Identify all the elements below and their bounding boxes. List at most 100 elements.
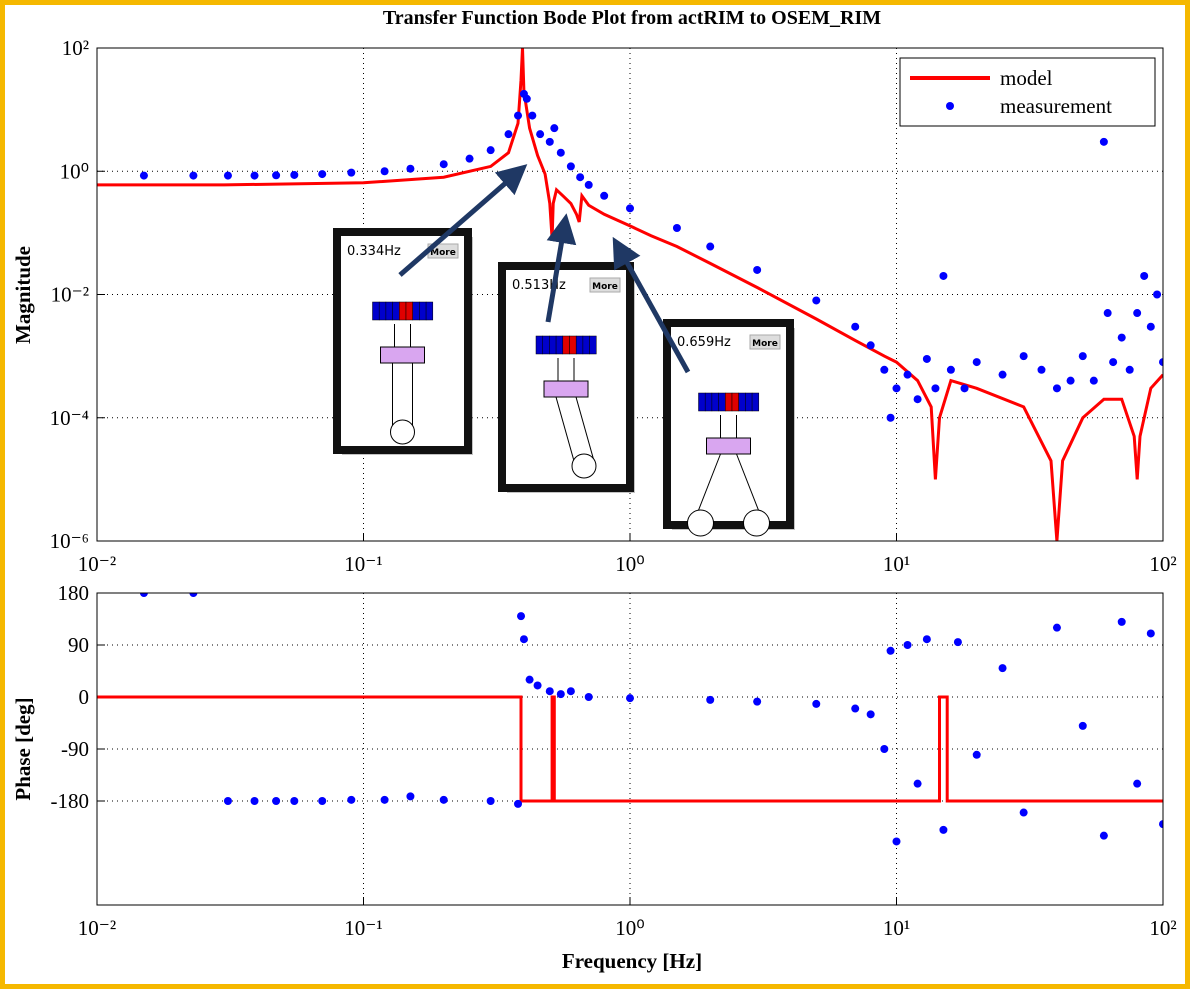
measurement-point	[1125, 365, 1134, 374]
measurement-point	[1159, 358, 1163, 367]
rod	[555, 396, 575, 462]
measurement-point	[1089, 376, 1098, 385]
measurement-point	[272, 797, 281, 805]
x-tick-label: 10⁻²	[78, 916, 116, 940]
magnet-stripe	[405, 301, 413, 321]
measurement-point	[556, 690, 565, 699]
measurement-point	[1052, 623, 1061, 632]
measurement-point	[514, 111, 523, 120]
measurement-point	[380, 167, 389, 176]
measurement-point	[931, 384, 940, 393]
magnet-stripe	[378, 301, 387, 321]
measurement-point	[886, 646, 895, 655]
measurement-point	[812, 699, 821, 708]
measurement-point	[318, 797, 327, 805]
magnet-stripe	[372, 301, 380, 321]
axes-box	[96, 592, 1164, 906]
magnet-stripe	[399, 301, 407, 321]
measurement-point	[892, 837, 901, 846]
measurement-point	[866, 341, 875, 350]
measurement-point	[504, 130, 513, 139]
legend-label: model	[1000, 66, 1053, 90]
measurement-point	[939, 271, 948, 280]
x-tick-label: 10⁰	[615, 916, 644, 940]
x-tick-label: 10¹	[883, 916, 910, 940]
y-tick-label: -90	[61, 737, 89, 761]
measurement-point	[1140, 271, 1149, 280]
measurement-point	[1133, 309, 1142, 318]
mode-inset: 0.334Hz More	[333, 228, 473, 455]
measurement-point	[1052, 384, 1061, 393]
x-tick-label: 10²	[1149, 552, 1176, 576]
measurement-point	[851, 704, 860, 713]
inset-label: 0.659Hz	[677, 335, 731, 350]
measurement-point	[522, 94, 531, 103]
measurement-point	[922, 354, 931, 363]
measurement-point	[139, 171, 148, 180]
measurement-point	[576, 173, 585, 182]
measurement-point	[626, 204, 634, 213]
measurement-point	[250, 797, 259, 805]
magnet-stripe	[412, 301, 420, 321]
measurement-point	[139, 593, 148, 597]
measurement-point	[1078, 721, 1087, 730]
measurement-point	[946, 365, 955, 374]
measurement-point	[706, 695, 715, 704]
measurement-point	[851, 322, 860, 331]
measurement-point	[922, 635, 931, 644]
measurement-point	[1037, 365, 1046, 374]
mass	[543, 380, 589, 398]
measurement-point	[545, 137, 554, 146]
measurement-point	[998, 370, 1007, 379]
y-tick-label: 90	[68, 633, 89, 657]
measurement-point	[1019, 352, 1028, 361]
x-tick-label: 10¹	[883, 552, 910, 576]
measurement-point	[465, 154, 474, 163]
y-tick-label: 180	[58, 581, 90, 605]
measurement-point	[545, 687, 554, 696]
measurement-point	[903, 370, 912, 379]
measurement-point	[672, 223, 681, 232]
measurement-point	[886, 413, 895, 422]
measurement-point	[1099, 137, 1108, 146]
magnet-stripe	[731, 392, 739, 412]
legend-swatch	[946, 102, 954, 110]
magnet-stripe	[718, 392, 726, 412]
magnet-stripe	[549, 335, 557, 355]
measurement-point	[753, 265, 762, 274]
y-tick-label: 10⁻⁶	[50, 529, 89, 553]
y-tick-label: 10²	[62, 36, 89, 60]
measurement-point	[972, 358, 981, 367]
y-tick-label: -180	[51, 789, 90, 813]
measurement-point	[1099, 831, 1108, 840]
y-tick-label: 0	[79, 685, 90, 709]
measurement-point	[486, 146, 495, 155]
magnet-stripe	[562, 335, 570, 355]
measurement-point	[753, 697, 762, 706]
legend-box	[899, 57, 1156, 127]
x-tick-label: 10⁻¹	[344, 552, 382, 576]
inset-frame	[498, 262, 634, 492]
measurement-point	[380, 795, 389, 804]
bob	[743, 509, 770, 537]
measurement-point	[189, 171, 198, 180]
magnet-stripe	[385, 301, 393, 321]
inset-button	[589, 277, 621, 293]
measurement-point	[998, 664, 1007, 673]
inset-button	[749, 334, 781, 350]
magnet-stripe	[542, 335, 550, 355]
measurement-point	[960, 384, 969, 393]
measurement-point	[1019, 808, 1028, 817]
magnet-stripe	[704, 392, 713, 412]
measurement-point	[1146, 322, 1155, 331]
measurement-point	[519, 635, 528, 644]
magnet-stripe	[738, 392, 746, 412]
measurement-point	[913, 395, 922, 404]
measurement-point	[1078, 352, 1087, 361]
measurement-point	[913, 779, 922, 788]
bob	[390, 419, 415, 445]
magnet-stripe	[569, 335, 577, 355]
y-tick-label: 10⁰	[60, 159, 89, 183]
magnet-stripe	[582, 335, 590, 355]
mass	[380, 346, 425, 364]
